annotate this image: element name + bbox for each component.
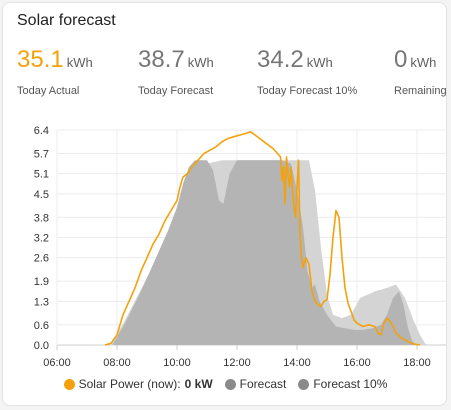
stat-label: Today Actual [17, 85, 80, 97]
stat-today-actual[interactable]: 35.1 kWh Today Actual [17, 45, 93, 97]
solar-chart[interactable]: 0.00.61.31.92.63.23.84.55.15.76.4 06:00 0… [3, 115, 447, 373]
stat-today-forecast[interactable]: 38.7 kWh Today Forecast [138, 45, 214, 97]
stat-unit: kWh [187, 55, 214, 70]
legend-marker [224, 378, 236, 390]
chart-legend: Solar Power (now): 0 kW Forecast Forecas… [3, 377, 446, 391]
stat-unit: kWh [410, 55, 437, 70]
stat-label: Today Forecast 10% [257, 85, 358, 97]
legend-value: 0 kW [184, 377, 213, 391]
solar-forecast-card: Solar forecast 35.1 kWh Today Actual 38.7… [2, 2, 447, 406]
stat-label: Today Forecast [138, 85, 214, 97]
x-tick-label: 18:00 [403, 357, 431, 369]
stat-unit: kWh [306, 55, 333, 70]
stat-label: Remaining [394, 85, 447, 97]
legend-solar-power[interactable]: Solar Power (now): 0 kW [63, 377, 213, 391]
y-tick-label: 2.6 [34, 253, 49, 265]
legend-forecast[interactable]: Forecast [224, 377, 287, 391]
y-tick-label: 0.6 [34, 320, 49, 332]
y-tick-label: 3.8 [34, 212, 49, 224]
y-tick-label: 6.4 [34, 125, 49, 137]
legend-forecast-10[interactable]: Forecast 10% [298, 377, 387, 391]
y-tick-label: 4.5 [34, 189, 49, 201]
y-tick-label: 3.2 [34, 233, 49, 245]
y-tick-label: 1.3 [34, 296, 49, 308]
y-tick-label: 5.7 [34, 149, 49, 161]
x-tick-label: 12:00 [223, 357, 251, 369]
stat-today-forecast-10[interactable]: 34.2 kWh Today Forecast 10% [257, 45, 357, 97]
stats-row: 35.1 kWh Today Actual 38.7 kWh Today Forec… [3, 45, 447, 105]
y-tick-label: 1.9 [34, 276, 49, 288]
legend-label: Forecast [239, 377, 287, 391]
y-tick-label: 0.0 [34, 340, 49, 352]
x-tick-label: 10:00 [163, 357, 191, 369]
x-tick-label: 06:00 [43, 357, 71, 369]
x-axis: 06:00 08:00 10:00 12:00 14:00 16:00 18:00 [43, 357, 431, 369]
stat-value: 0 [394, 46, 408, 73]
stat-value: 38.7 [138, 46, 185, 73]
legend-marker [63, 378, 75, 390]
series-line-solar-power [104, 130, 421, 346]
x-tick-label: 16:00 [343, 357, 371, 369]
legend-label: Forecast 10% [313, 377, 388, 391]
stat-remaining[interactable]: 0 kWh Remaining [394, 45, 447, 97]
stat-unit: kWh [66, 55, 93, 70]
stat-value: 34.2 [257, 46, 304, 73]
stat-value: 35.1 [17, 46, 64, 73]
legend-label: Solar Power (now): [78, 377, 181, 391]
legend-marker [298, 378, 310, 390]
series-area-forecast [112, 160, 417, 345]
chart-areas [111, 160, 426, 345]
y-axis: 0.0 0.6 1.3 1.9 2.6 3.2 3.8 4.5 5.1 5.7 6.4 [34, 125, 49, 352]
chart-lines [104, 130, 421, 346]
x-tick-label: 14:00 [283, 357, 311, 369]
x-tick-label: 08:00 [103, 357, 131, 369]
y-tick-label: 5.1 [34, 169, 49, 181]
card-title: Solar forecast [17, 12, 116, 29]
